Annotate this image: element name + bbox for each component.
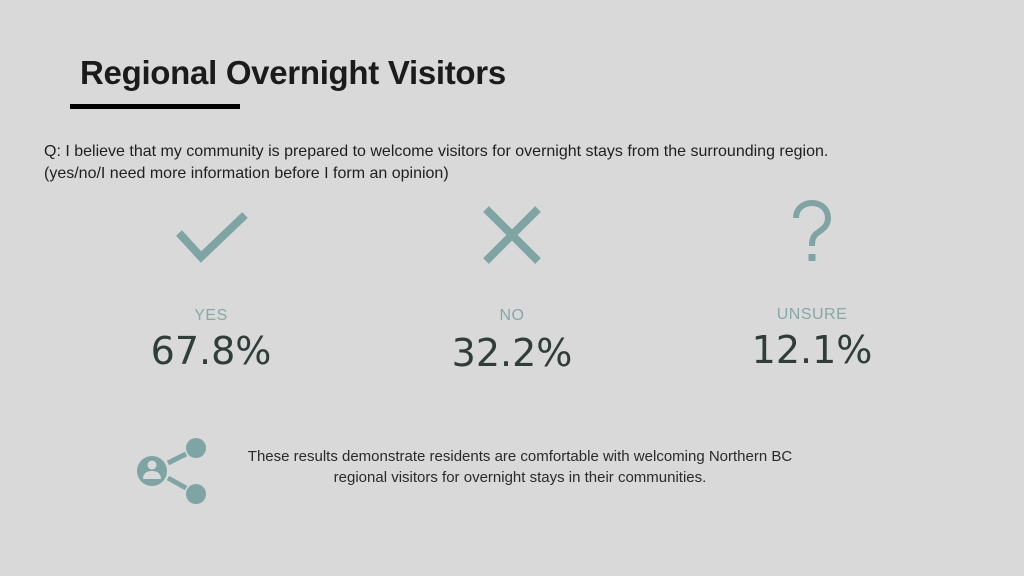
- question-line-2: (yes/no/I need more information before I…: [44, 165, 449, 182]
- answer-unsure-label: UNSURE: [776, 306, 848, 323]
- summary-line-1: These results demonstrate residents are …: [247, 448, 793, 465]
- summary-line-2: regional visitors for overnight stays in…: [333, 469, 707, 486]
- check-icon: [176, 212, 248, 263]
- share-network-icon: [137, 438, 206, 504]
- question-mark-icon: [793, 200, 832, 261]
- answer-unsure-value: 12.1%: [751, 328, 873, 372]
- answer-no-value: 32.2%: [451, 331, 573, 375]
- answer-yes: YES 67.8%: [91, 205, 331, 373]
- x-icon: [483, 206, 541, 264]
- answer-no: NO 32.2%: [392, 205, 632, 375]
- survey-question: Q: I believe that my community is prepar…: [44, 141, 1004, 185]
- answer-yes-value: 67.8%: [150, 329, 272, 373]
- title-underline: [70, 104, 240, 109]
- answer-no-label: NO: [499, 307, 525, 324]
- page-title: Regional Overnight Visitors: [80, 54, 506, 91]
- summary-text: These results demonstrate residents are …: [222, 446, 818, 488]
- answer-unsure: UNSURE 12.1%: [692, 200, 932, 372]
- answer-yes-label: YES: [194, 307, 228, 324]
- question-line-1: Q: I believe that my community is prepar…: [44, 143, 829, 160]
